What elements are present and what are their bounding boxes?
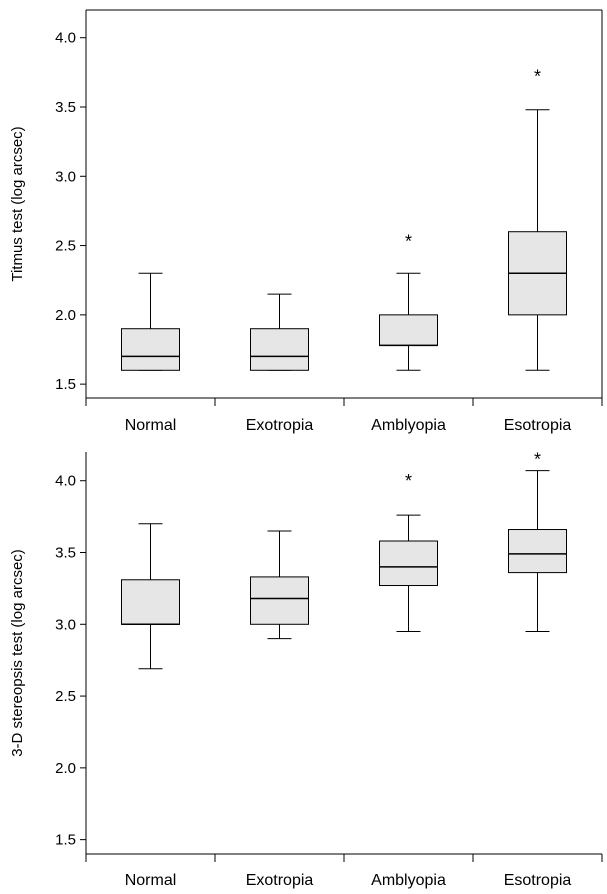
y-tick-label: 2.0 — [55, 760, 76, 777]
y-tick-label: 2.5 — [55, 238, 76, 255]
y-tick-label: 1.5 — [55, 832, 76, 849]
box-esotropia: * — [508, 449, 567, 632]
y-tick-label: 2.0 — [55, 307, 76, 324]
y-tick-label: 4.0 — [55, 473, 76, 490]
y-axis-label: Titmus test (log arcsec) — [9, 126, 26, 281]
box-amblyopia: * — [379, 471, 438, 632]
outlier-marker: * — [534, 449, 541, 469]
category-label: Normal — [125, 417, 177, 434]
outlier-marker: * — [405, 471, 412, 491]
category-label: Exotropia — [246, 872, 314, 889]
y-tick-label: 3.0 — [55, 168, 76, 185]
iqr-box — [508, 529, 567, 574]
outlier-marker: * — [405, 232, 412, 252]
titmus-test-panel: 1.5 2.0 2.5 3.0 3.5 4.0 Normal Exotropia Amblyop… — [9, 9, 603, 434]
category-label: Esotropia — [504, 417, 572, 434]
category-label: Esotropia — [504, 872, 572, 889]
y-tick-label: 3.0 — [55, 616, 76, 633]
iqr-box — [250, 576, 309, 625]
iqr-box — [250, 328, 309, 371]
y-tick-label: 4.0 — [55, 30, 76, 47]
iqr-box — [121, 328, 180, 371]
box-normal — [121, 272, 180, 371]
category-label: Amblyopia — [371, 417, 446, 434]
y-axis-label: 3-D stereopsis test (log arcsec) — [9, 549, 26, 757]
box-esotropia: * — [508, 67, 567, 371]
y-tick-label: 3.5 — [55, 545, 76, 562]
iqr-box — [379, 314, 438, 346]
y-tick-label: 3.5 — [55, 99, 76, 116]
category-label: Exotropia — [246, 417, 314, 434]
box-amblyopia: * — [379, 232, 438, 371]
box-exotropia — [250, 293, 309, 371]
y-tick-label: 1.5 — [55, 376, 76, 393]
iqr-box — [379, 540, 438, 587]
outlier-marker: * — [534, 67, 541, 87]
category-label: Amblyopia — [371, 872, 446, 889]
category-label: Normal — [125, 872, 177, 889]
iqr-box — [121, 579, 180, 625]
box-exotropia — [250, 530, 309, 640]
box-normal — [121, 523, 180, 670]
y-tick-label: 2.5 — [55, 688, 76, 705]
stereopsis-test-panel: 1.5 2.0 2.5 3.0 3.5 4.0 Normal Exotropia Amblyop… — [9, 449, 603, 889]
